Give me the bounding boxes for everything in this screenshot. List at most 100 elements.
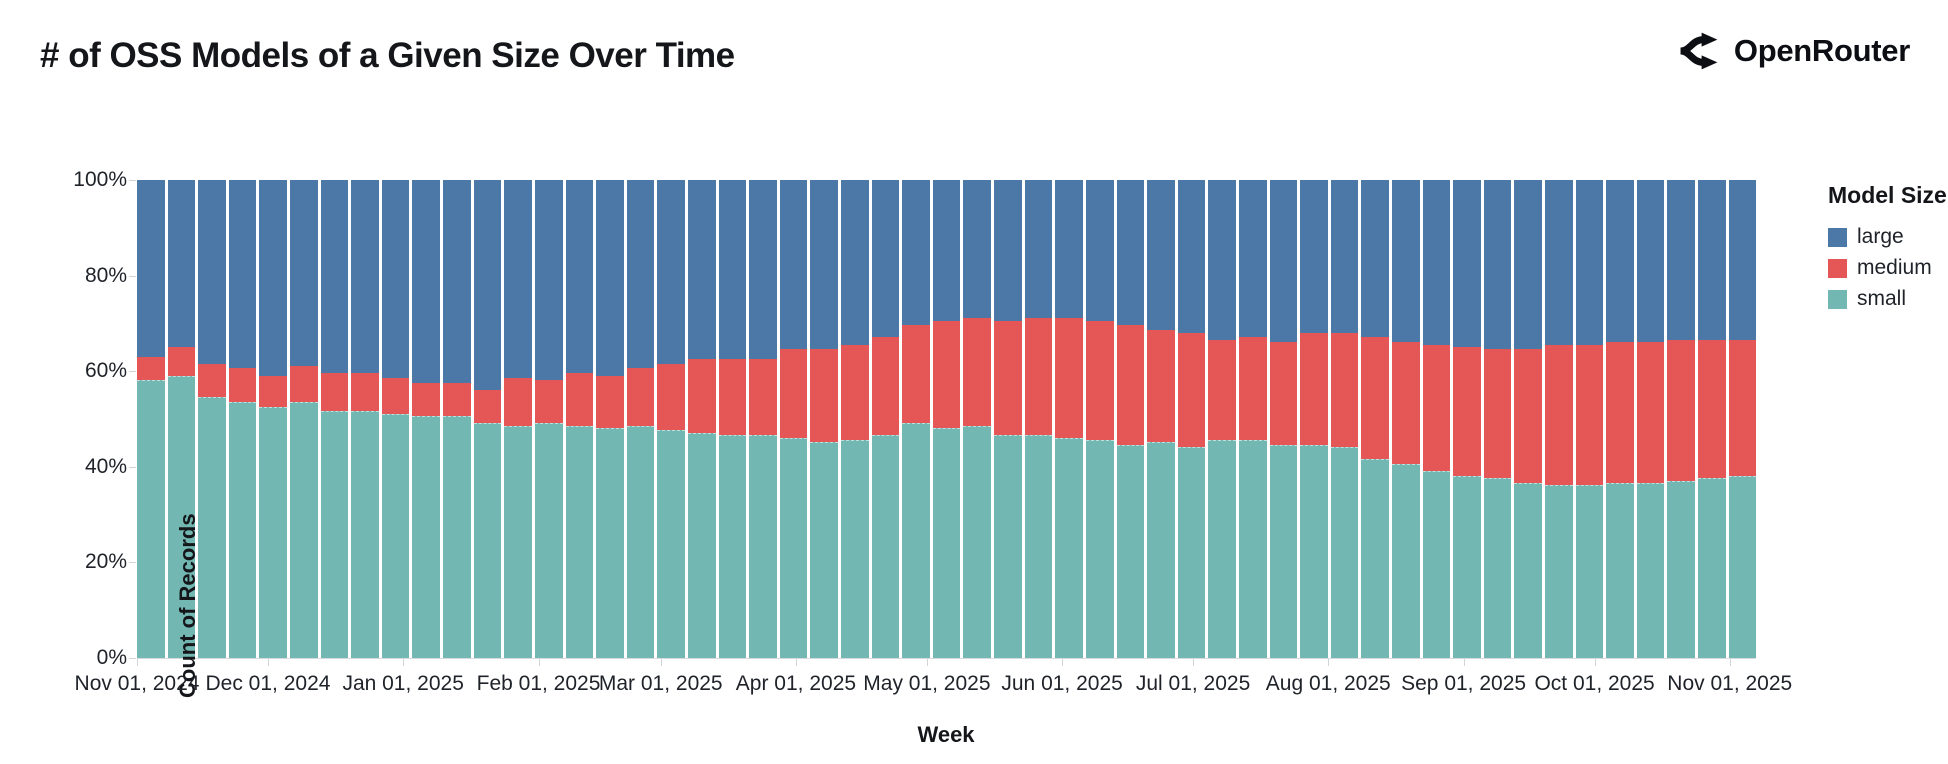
bar-segment-small[interactable] (841, 439, 869, 658)
bar-segment-small[interactable] (1330, 447, 1359, 658)
bar-week[interactable] (1330, 180, 1359, 658)
bar-segment-medium[interactable] (871, 337, 900, 436)
bar-segment-large[interactable] (320, 180, 349, 374)
bar-segment-large[interactable] (1728, 180, 1757, 340)
bar-segment-medium[interactable] (1422, 344, 1451, 471)
bar-segment-large[interactable] (779, 180, 808, 350)
bar-segment-large[interactable] (1514, 180, 1543, 350)
bar-segment-small[interactable] (718, 435, 747, 658)
bar-week[interactable] (1483, 180, 1512, 658)
bar-segment-medium[interactable] (351, 373, 379, 412)
bar-segment-large[interactable] (198, 180, 226, 364)
bar-segment-small[interactable] (871, 435, 900, 658)
bar-segment-small[interactable] (1636, 482, 1665, 658)
bar-segment-large[interactable] (626, 180, 655, 369)
bar-segment-large[interactable] (259, 180, 288, 376)
bar-segment-small[interactable] (1728, 475, 1757, 658)
bar-segment-large[interactable] (1698, 180, 1726, 340)
bar-segment-large[interactable] (167, 180, 196, 347)
bar-week[interactable] (534, 180, 563, 658)
bar-segment-small[interactable] (1024, 435, 1053, 659)
bar-segment-large[interactable] (504, 180, 532, 378)
bar-week[interactable] (596, 180, 624, 658)
bar-week[interactable] (228, 180, 257, 659)
bar-week[interactable] (1024, 180, 1053, 659)
bar-week[interactable] (994, 180, 1022, 658)
bar-segment-medium[interactable] (1208, 339, 1236, 440)
bar-week[interactable] (810, 180, 839, 659)
bar-week[interactable] (167, 180, 196, 658)
bar-week[interactable] (1698, 180, 1726, 658)
bar-segment-large[interactable] (994, 180, 1022, 321)
bar-segment-medium[interactable] (198, 363, 226, 398)
bar-segment-medium[interactable] (1238, 337, 1267, 440)
bar-week[interactable] (351, 180, 379, 658)
bar-segment-large[interactable] (1208, 180, 1236, 340)
bar-segment-medium[interactable] (137, 356, 165, 381)
bar-segment-medium[interactable] (1636, 342, 1665, 483)
bar-week[interactable] (963, 180, 992, 658)
bar-week[interactable] (932, 180, 961, 658)
bar-segment-small[interactable] (994, 435, 1022, 658)
bar-week[interactable] (1391, 180, 1420, 658)
bar-week[interactable] (1085, 180, 1114, 658)
bar-segment-large[interactable] (687, 180, 716, 359)
bar-segment-medium[interactable] (1085, 320, 1114, 440)
bar-week[interactable] (504, 180, 532, 658)
bar-segment-large[interactable] (1055, 180, 1083, 319)
bar-segment-medium[interactable] (1728, 339, 1757, 476)
bar-segment-medium[interactable] (1300, 332, 1328, 445)
bar-segment-small[interactable] (810, 442, 839, 659)
bar-segment-small[interactable] (1391, 463, 1420, 658)
bar-segment-medium[interactable] (749, 358, 777, 436)
bar-segment-large[interactable] (381, 180, 410, 378)
bar-week[interactable] (841, 180, 869, 658)
bar-week[interactable] (290, 180, 318, 658)
bar-segment-medium[interactable] (167, 346, 196, 376)
bar-week[interactable] (626, 180, 655, 658)
bar-segment-medium[interactable] (1575, 344, 1604, 486)
bar-segment-medium[interactable] (381, 377, 410, 414)
bar-segment-small[interactable] (1361, 459, 1389, 658)
bar-week[interactable] (902, 180, 930, 658)
bar-week[interactable] (871, 180, 900, 658)
bar-segment-large[interactable] (228, 180, 257, 369)
bar-segment-large[interactable] (1575, 180, 1604, 345)
bar-segment-small[interactable] (1514, 482, 1543, 658)
bar-segment-small[interactable] (1545, 485, 1573, 658)
bar-segment-medium[interactable] (1177, 332, 1206, 448)
bar-segment-small[interactable] (1453, 475, 1481, 658)
bar-segment-large[interactable] (810, 180, 839, 350)
bar-segment-medium[interactable] (1483, 349, 1512, 479)
bar-segment-small[interactable] (1055, 437, 1083, 658)
bar-segment-small[interactable] (1483, 478, 1512, 658)
bar-segment-small[interactable] (1698, 478, 1726, 658)
bar-segment-small[interactable] (1085, 439, 1114, 658)
bar-week[interactable] (1514, 180, 1543, 658)
bar-segment-small[interactable] (351, 411, 379, 658)
bar-segment-large[interactable] (932, 180, 961, 321)
bar-segment-small[interactable] (198, 397, 226, 658)
bar-segment-large[interactable] (1330, 180, 1359, 333)
bar-segment-small[interactable] (443, 416, 471, 659)
bar-segment-small[interactable] (1422, 470, 1451, 659)
bar-segment-small[interactable] (412, 416, 441, 659)
bar-week[interactable] (1728, 180, 1757, 658)
bar-segment-small[interactable] (902, 423, 930, 658)
bar-week[interactable] (1606, 180, 1634, 658)
bar-segment-small[interactable] (626, 425, 655, 658)
bar-segment-medium[interactable] (932, 320, 961, 429)
bar-segment-large[interactable] (1116, 180, 1145, 326)
bar-segment-large[interactable] (473, 180, 502, 390)
bar-segment-medium[interactable] (1361, 337, 1389, 460)
bar-segment-small[interactable] (596, 428, 624, 658)
bar-segment-medium[interactable] (1055, 318, 1083, 438)
bar-segment-medium[interactable] (1391, 342, 1420, 464)
bar-segment-medium[interactable] (443, 382, 471, 417)
bar-segment-small[interactable] (1208, 439, 1236, 658)
bar-segment-medium[interactable] (1024, 318, 1053, 436)
bar-segment-medium[interactable] (626, 368, 655, 426)
bar-segment-medium[interactable] (1606, 342, 1634, 483)
bar-segment-medium[interactable] (228, 368, 257, 402)
bar-segment-small[interactable] (167, 375, 196, 658)
